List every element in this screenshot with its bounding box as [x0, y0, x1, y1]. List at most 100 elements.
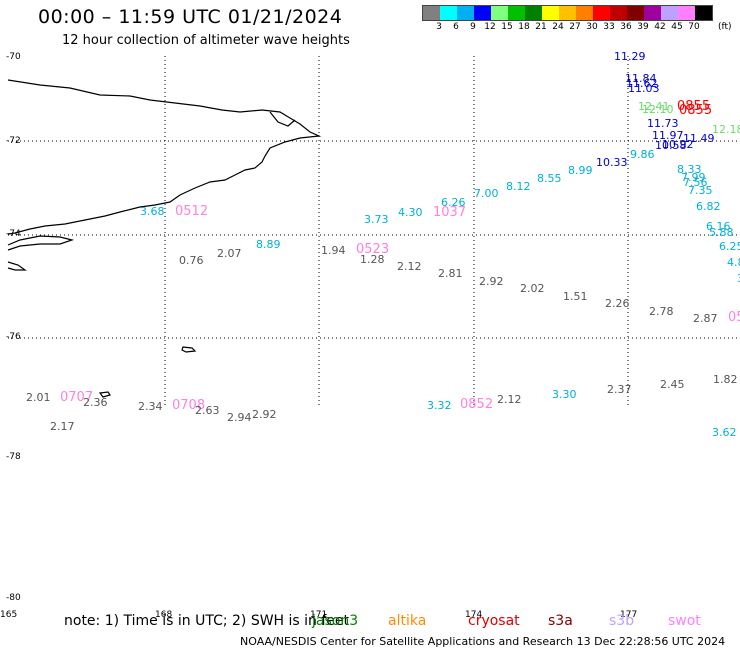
legend-sat-s3a: s3a: [548, 613, 573, 629]
swh-label: 2.17: [50, 420, 75, 433]
swh-label: 2.34: [138, 400, 163, 413]
legend-tick-label: 27: [569, 22, 581, 32]
swh-label: 2.02: [520, 282, 545, 295]
swh-label: 10.33: [596, 156, 628, 169]
swh-label: 11.62: [626, 77, 658, 90]
swh-label: 0.76: [179, 254, 204, 267]
swh-label: 2.37: [607, 383, 632, 396]
swh-label: 11.03: [628, 82, 660, 95]
map-subtitle: 12 hour collection of altimeter wave hei…: [62, 33, 350, 48]
swh-label: 8.89: [256, 238, 281, 251]
pass-time-label: 0852: [460, 397, 494, 412]
legend-swatch: [440, 6, 457, 20]
swh-label: 11.84: [625, 72, 657, 85]
legend-swatch: [610, 6, 627, 20]
legend-swatch: [559, 6, 576, 20]
lat-label-80: -80: [6, 593, 21, 603]
swh-label: 8.12: [506, 180, 531, 193]
swh-label: 7.35: [688, 184, 713, 197]
swh-label: 1.28: [360, 253, 385, 266]
swh-label: 10.58: [655, 139, 687, 152]
swh-label: 5.88: [709, 226, 734, 239]
legend-sat-altika: altika: [388, 613, 427, 629]
pass-time-label: 1037: [433, 205, 467, 220]
lon-label-171: 171: [310, 610, 328, 620]
lat-label-70: -70: [6, 52, 21, 62]
lat-label-74: -74: [6, 229, 21, 239]
legend-swatch: [457, 6, 474, 20]
legend-swatch: [678, 6, 695, 20]
swh-label: 11.49: [683, 132, 715, 145]
swh-label: 2.01: [26, 391, 51, 404]
swh-label: 6.26: [441, 196, 466, 209]
legend-sat-cryosat: cryosat: [468, 613, 520, 629]
swh-label: 3.68: [140, 205, 165, 218]
credit-footer: NOAA/NESDIS Center for Satellite Applica…: [240, 635, 726, 648]
color-legend-labels: 3 6 9 12 15 18 21 24 27 30 33 36 39 42 45 70: [422, 22, 732, 34]
legend-tick-label: 9: [470, 22, 476, 32]
swh-label: 2.36: [83, 396, 108, 409]
lat-label-72: -72: [6, 136, 21, 146]
swh-label: 11.73: [647, 117, 679, 130]
pass-time-label: 0855: [679, 103, 713, 118]
swh-label: 3.30: [552, 388, 577, 401]
legend-swatch: [423, 6, 440, 20]
map-title: 00:00 – 11:59 UTC 01/21/2024: [38, 6, 343, 28]
lon-gridlines: [164, 56, 629, 408]
pass-time-label: 0512: [175, 204, 209, 219]
coastline-inlet: [269, 111, 296, 127]
coastline: [7, 79, 322, 398]
swh-label: 7.56: [683, 176, 708, 189]
legend-swatch: [576, 6, 593, 20]
legend-sat-swot: swot: [668, 613, 701, 629]
swh-label: 3.62: [712, 426, 737, 439]
swh-label: 3.32: [427, 399, 452, 412]
swh-label: 2.45: [660, 378, 685, 391]
swh-label: 12.41: [638, 100, 670, 113]
swh-label: 9.86: [630, 148, 655, 161]
legend-swatch: [695, 6, 712, 20]
swh-label: 3.73: [364, 213, 389, 226]
swh-label: 2.92: [252, 408, 277, 421]
lon-label-174: 174: [465, 610, 483, 620]
legend-tick-label: 70: [688, 22, 700, 32]
map-frame: [7, 55, 740, 603]
legend-tick-label: 30: [586, 22, 598, 32]
legend-sat-s3b: s3b: [609, 613, 635, 629]
swh-label: 8.99: [568, 164, 593, 177]
legend-swatch: [661, 6, 678, 20]
lat-label-78: -78: [6, 452, 21, 462]
swh-label: 12.10: [642, 103, 674, 116]
legend-tick-label: 6: [453, 22, 459, 32]
legend-tick-label: 12: [484, 22, 496, 32]
swh-label: 7.99: [681, 171, 706, 184]
swh-label: 2.81: [438, 267, 463, 280]
swh-label: 2.12: [397, 260, 422, 273]
legend-tick-label: 3: [436, 22, 442, 32]
legend-tick-label: 39: [637, 22, 649, 32]
legend-tick-label: 21: [535, 22, 547, 32]
legend-unit: (ft): [718, 22, 732, 32]
swh-label: 4.8: [727, 256, 740, 269]
footnote: note: 1) Time is in UTC; 2) SWH is in fe…: [64, 613, 350, 629]
swh-label: 8.33: [677, 163, 702, 176]
coastline-island-west: [7, 261, 27, 271]
legend-tick-label: 42: [654, 22, 666, 32]
color-legend-bar: [422, 5, 713, 21]
pass-time-label: 0855: [677, 99, 711, 114]
swh-label: 1.94: [321, 244, 346, 257]
swh-label: 8.55: [537, 172, 562, 185]
pass-time-label: 05: [728, 310, 740, 325]
swh-label: 11.97: [652, 129, 684, 142]
lat-label-76: -76: [6, 332, 21, 342]
swh-label: 2.63: [195, 404, 220, 417]
legend-swatch: [644, 6, 661, 20]
swh-label: 3.: [737, 273, 740, 284]
swh-label: 2.78: [649, 305, 674, 318]
lon-label-165: 165: [0, 610, 18, 620]
legend-sat-jason3: jason3: [312, 613, 359, 629]
swh-label: 2.94: [227, 411, 252, 424]
coastline-ice-edge: [7, 235, 75, 251]
swh-label: 1.51: [563, 290, 588, 303]
